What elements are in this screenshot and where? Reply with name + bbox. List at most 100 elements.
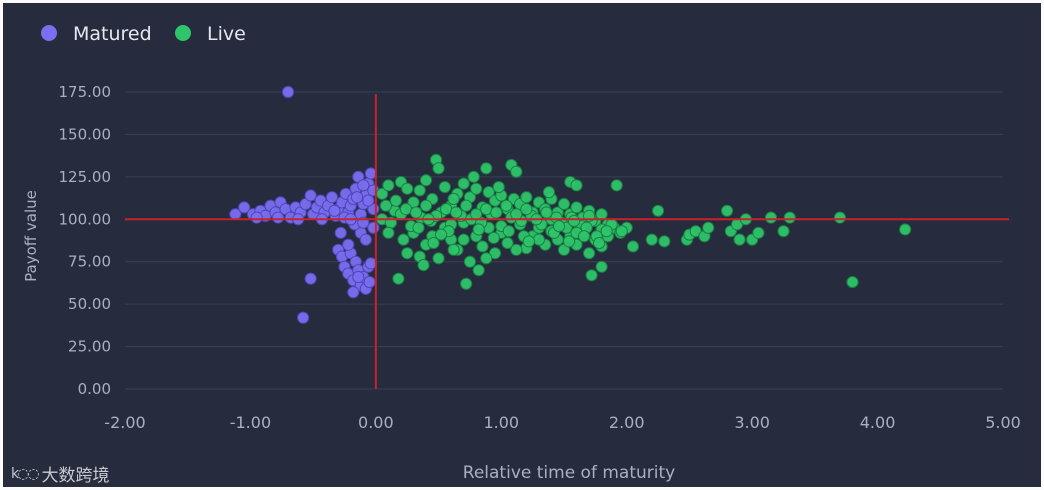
data-point-live [658, 235, 671, 248]
reference-lines [125, 94, 1009, 389]
data-point-matured [347, 286, 360, 299]
data-point-live [432, 162, 445, 175]
data-point-live [540, 206, 553, 219]
x-tick-label: 3.00 [734, 413, 770, 432]
data-point-live [510, 165, 523, 178]
data-point-live [626, 240, 640, 253]
data-point-live [457, 177, 470, 190]
x-tick-label: 2.00 [609, 413, 645, 432]
data-point-matured [334, 226, 347, 239]
y-tick-label: 150.00 [59, 125, 112, 143]
data-point-matured [304, 189, 317, 202]
x-tick-label: -2.00 [104, 413, 145, 432]
data-point-live [502, 225, 515, 238]
data-point-live [476, 240, 489, 253]
data-point-live [427, 236, 440, 250]
scatter-chart: 0.00 25.00 50.00 75.00 100.00 125.00 150.00 175… [22, 23, 1021, 483]
data-point-matured [271, 211, 285, 224]
data-point-live [777, 225, 790, 238]
data-point-live [419, 174, 433, 187]
data-point-live [438, 180, 451, 194]
data-point-live [733, 233, 746, 246]
data-points [229, 85, 912, 324]
data-point-live [382, 226, 395, 239]
data-point-live [480, 252, 493, 265]
data-point-matured [238, 201, 251, 214]
legend-marker [175, 25, 191, 41]
legend-item-matured[interactable]: Matured [41, 23, 152, 45]
data-point-live [457, 233, 470, 246]
y-tick-label: 100.00 [59, 210, 112, 228]
data-point-matured [363, 275, 376, 289]
data-point-live [764, 211, 778, 224]
data-point-live [615, 225, 628, 238]
data-point-live [490, 206, 503, 219]
data-point-live [899, 223, 912, 236]
data-point-live [419, 199, 433, 212]
legend-label: Live [207, 23, 246, 45]
data-point-live [412, 221, 425, 234]
legend-item-live[interactable]: Live [175, 23, 246, 45]
data-point-live [401, 247, 414, 260]
data-point-live [846, 275, 859, 289]
data-point-live [379, 199, 392, 212]
data-point-live [520, 191, 533, 204]
data-point-matured [362, 194, 375, 207]
data-point-live [392, 272, 405, 285]
data-point-live [472, 223, 485, 236]
data-point-matured [367, 221, 380, 234]
data-point-live [480, 162, 493, 175]
data-point-live [752, 226, 765, 239]
data-point-live [460, 199, 473, 212]
data-point-live [595, 260, 608, 273]
data-point-live [463, 255, 477, 268]
data-point-live [557, 197, 571, 211]
data-point-live [702, 221, 715, 234]
legend-label: Matured [73, 23, 152, 45]
data-point-live [610, 179, 623, 192]
data-point-live [500, 199, 513, 212]
y-tick-label: 175.00 [59, 83, 112, 101]
x-tick-label: -1.00 [230, 413, 271, 432]
data-point-matured [364, 257, 377, 270]
data-point-matured [250, 211, 263, 224]
data-point-live [783, 211, 796, 224]
data-point-live [389, 194, 403, 207]
data-point-live [577, 230, 591, 243]
data-point-live [450, 206, 463, 219]
chart-frame: 0.00 25.00 50.00 75.00 100.00 125.00 150.00 175… [3, 3, 1041, 487]
legend-marker [41, 25, 57, 41]
data-point-live [447, 243, 460, 256]
data-point-live [595, 208, 608, 221]
data-point-live [600, 225, 613, 238]
data-point-live [397, 233, 410, 246]
watermark-logo: k◌◌ 大数跨境 [11, 465, 110, 487]
x-tick-label: 5.00 [985, 413, 1021, 432]
data-point-matured [328, 204, 341, 217]
data-point-live [470, 182, 483, 195]
data-point-live [467, 170, 480, 183]
data-point-matured [350, 191, 364, 204]
data-point-live [413, 184, 426, 197]
data-point-live [570, 179, 583, 192]
data-point-live [492, 180, 505, 194]
data-point-matured [357, 179, 370, 192]
data-point-matured [325, 191, 339, 204]
data-point-live [562, 235, 576, 248]
data-point-live [447, 192, 460, 206]
y-tick-label: 25.00 [68, 338, 111, 356]
data-point-live [470, 208, 483, 221]
data-point-live [487, 231, 500, 245]
data-point-live [501, 236, 514, 250]
y-tick-labels: 0.00 25.00 50.00 75.00 100.00 125.00 150.00 175… [59, 83, 112, 398]
data-point-matured [359, 233, 372, 246]
data-point-live [532, 233, 546, 246]
x-tick-label: 0.00 [358, 413, 394, 432]
data-point-live [522, 235, 535, 248]
data-point-live [593, 236, 606, 250]
data-point-live [552, 219, 566, 233]
data-point-matured [352, 270, 365, 284]
y-tick-label: 0.00 [78, 380, 111, 398]
data-point-live [434, 228, 448, 241]
data-point-live [567, 214, 581, 228]
